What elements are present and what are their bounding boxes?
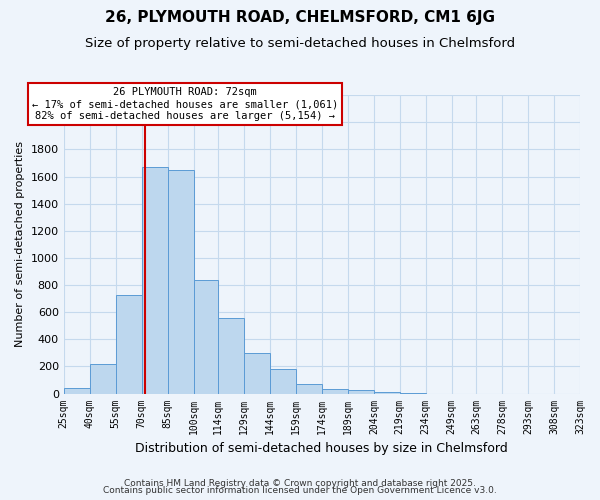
Bar [218, 318, 244, 394]
Bar [194, 280, 218, 394]
Bar [296, 384, 322, 394]
Bar [167, 170, 194, 394]
Bar [116, 294, 142, 394]
Bar [348, 390, 374, 394]
Y-axis label: Number of semi-detached properties: Number of semi-detached properties [15, 142, 25, 348]
Text: Size of property relative to semi-detached houses in Chelmsford: Size of property relative to semi-detach… [85, 38, 515, 51]
Text: 26, PLYMOUTH ROAD, CHELMSFORD, CM1 6JG: 26, PLYMOUTH ROAD, CHELMSFORD, CM1 6JG [105, 10, 495, 25]
X-axis label: Distribution of semi-detached houses by size in Chelmsford: Distribution of semi-detached houses by … [136, 442, 508, 455]
Bar [64, 388, 89, 394]
Text: Contains HM Land Registry data © Crown copyright and database right 2025.: Contains HM Land Registry data © Crown c… [124, 478, 476, 488]
Text: 26 PLYMOUTH ROAD: 72sqm
← 17% of semi-detached houses are smaller (1,061)
82% of: 26 PLYMOUTH ROAD: 72sqm ← 17% of semi-de… [32, 88, 338, 120]
Bar [244, 353, 270, 394]
Bar [374, 392, 400, 394]
Text: Contains public sector information licensed under the Open Government Licence v3: Contains public sector information licen… [103, 486, 497, 495]
Bar [270, 369, 296, 394]
Bar [400, 393, 426, 394]
Bar [322, 389, 348, 394]
Bar [89, 364, 116, 394]
Bar [142, 167, 167, 394]
